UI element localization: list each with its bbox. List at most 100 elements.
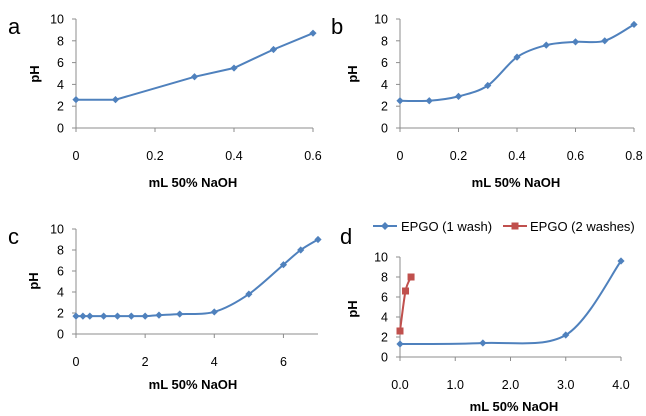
series-line-1 (399, 260, 622, 345)
data-point (210, 308, 218, 316)
data-point (79, 312, 87, 320)
y-tick-label: 0 (57, 328, 64, 342)
y-tick-label: 2 (381, 100, 388, 114)
y-tick-label: 10 (374, 13, 388, 27)
y-tick-label: 2 (57, 100, 64, 114)
x-tick-label: 3.0 (557, 378, 574, 392)
series-line-1 (75, 238, 319, 318)
data-point (314, 235, 322, 244)
data-point (601, 37, 609, 45)
y-axis-title-b: pH (345, 65, 360, 82)
x-axis-title-c: mL 50% NaOH (149, 377, 238, 392)
y-tick-label: 6 (57, 265, 64, 279)
x-axis-title-d: mL 50% NaOH (470, 399, 559, 414)
data-point (176, 310, 184, 318)
chart-panel-b: b 0 2 4 6 8 10 0 0.2 0.4 0.6 0.8 mL 50% NaOH pH (331, 13, 643, 191)
y-tick-label: 4 (57, 78, 64, 92)
y-tick-label: 8 (57, 34, 64, 48)
data-point (111, 96, 120, 104)
data-point (72, 312, 80, 320)
series-line-1 (399, 23, 635, 103)
data-point (513, 53, 521, 61)
y-axis-title-d: pH (345, 300, 360, 317)
x-tick-label: 0.4 (225, 149, 242, 163)
y-tick-label: 8 (57, 244, 64, 258)
legend-item-1: EPGO (1 wash) (373, 219, 492, 234)
y-tick-label: 10 (374, 251, 388, 265)
legend-item-2: EPGO (2 washes) (503, 219, 635, 234)
x-tick-label: 4 (211, 355, 218, 369)
panel-letter-a: a (8, 14, 21, 39)
panel-letter-c: c (8, 224, 19, 249)
plot-area-b: 0 2 4 6 8 10 0 0.2 0.4 0.6 0.8 (374, 13, 643, 164)
data-point (479, 339, 487, 347)
x-tick-label: 6 (280, 355, 287, 369)
plot-area-a: 0 2 4 6 8 10 0 0.2 0.4 0.6 (50, 13, 322, 164)
y-axis-title-c: pH (26, 272, 41, 289)
plot-area-c: 0 2 4 6 8 10 0 2 4 6 (50, 223, 322, 369)
x-tick-label: 0.6 (304, 149, 321, 163)
y-tick-label: 4 (381, 78, 388, 92)
data-point (141, 312, 149, 320)
y-axis-title-a: pH (27, 65, 42, 82)
data-point (86, 312, 94, 320)
data-point (100, 312, 108, 320)
legend-swatch-marker-1 (381, 222, 389, 230)
data-point (630, 20, 638, 29)
data-point (269, 45, 278, 54)
y-tick-label: 2 (57, 307, 64, 321)
data-point (396, 97, 404, 105)
data-point (542, 41, 550, 49)
y-tick-label: 6 (381, 291, 388, 305)
data-point (113, 312, 122, 320)
data-point (562, 331, 570, 339)
data-point (407, 273, 415, 281)
y-tick-label: 8 (381, 271, 388, 285)
y-tick-label: 2 (381, 331, 388, 345)
data-point (484, 81, 492, 90)
data-point (155, 311, 163, 319)
x-tick-label: 0.8 (625, 149, 642, 163)
y-tick-label: 0 (381, 122, 388, 136)
y-tick-label: 10 (50, 13, 64, 27)
data-point (230, 64, 238, 72)
y-tick-label: 4 (57, 286, 64, 300)
legend-label-1: EPGO (1 wash) (401, 219, 492, 234)
x-axis-title-a: mL 50% NaOH (149, 175, 238, 190)
data-point (245, 290, 253, 298)
x-tick-label: 2.0 (502, 378, 519, 392)
data-point (396, 340, 404, 348)
x-tick-label: 0 (73, 355, 80, 369)
data-point (571, 38, 580, 46)
data-point (190, 73, 199, 81)
chart-panel-c: c 0 2 4 6 8 10 0 2 4 6 mL 50% NaOH pH (8, 223, 322, 392)
y-tick-label: 6 (381, 56, 388, 70)
data-point (425, 97, 433, 105)
data-point (279, 261, 288, 269)
legend: EPGO (1 wash) EPGO (2 washes) (373, 219, 635, 234)
data-point (396, 327, 404, 335)
y-tick-label: 0 (381, 351, 388, 365)
x-axis-title-b: mL 50% NaOH (472, 175, 561, 190)
y-tick-label: 4 (381, 311, 388, 325)
chart-panel-d: d EPGO (1 wash) EPGO (2 washes) 02468100… (340, 219, 635, 414)
x-tick-label: 0.2 (450, 149, 467, 163)
x-tick-label: 0.6 (567, 149, 584, 163)
y-tick-label: 0 (57, 122, 64, 136)
legend-label-2: EPGO (2 washes) (530, 219, 635, 234)
legend-swatch-marker-2 (511, 222, 519, 230)
data-point (617, 257, 625, 265)
x-tick-label: 4.0 (612, 378, 629, 392)
x-tick-label: 0 (397, 149, 404, 163)
data-point (454, 92, 463, 100)
series-line-2 (399, 276, 413, 332)
panel-letter-b: b (331, 14, 343, 39)
plot-area-d: 0 2 4 6 8 10 0.0 1.0 2.0 3.0 4.0 (374, 251, 630, 393)
x-tick-label: 0.0 (391, 378, 408, 392)
y-tick-label: 6 (57, 56, 64, 70)
x-tick-label: 0.4 (508, 149, 525, 163)
chart-panel-a: a 0 2 4 6 8 10 0 0.2 0.4 0.6 mL 50% NaOH pH (8, 13, 322, 191)
y-tick-label: 8 (381, 34, 388, 48)
data-point (309, 29, 317, 37)
